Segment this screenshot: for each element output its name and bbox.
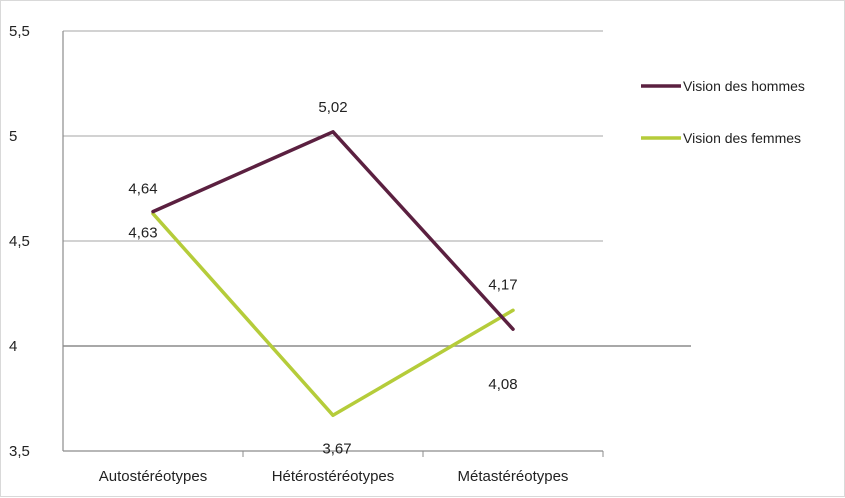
series-line-hommes [151,130,515,331]
axes [62,31,604,457]
legend: Vision des hommes Vision des femmes [641,78,805,146]
y-tick-label: 5,5 [9,23,30,40]
legend-label: Vision des hommes [683,78,805,94]
data-label: 4,64 [128,181,157,198]
x-tick-label: Métastéréotypes [458,468,569,485]
legend-label: Vision des femmes [683,130,801,146]
data-label: 4,17 [488,276,517,293]
y-axis-ticks: 3,5 4 4,5 5 5,5 [9,23,30,460]
y-tick-label: 4,5 [9,233,30,250]
data-label: 4,08 [488,376,517,393]
series-line-femmes [151,211,515,418]
y-tick-label: 4 [9,338,17,355]
x-tick-label: Hétérostéréotypes [272,468,395,485]
y-tick-label: 3,5 [9,443,30,460]
series-lines [151,130,515,418]
x-tick-label: Autostéréotypes [99,468,207,485]
y-tick-label: 5 [9,128,17,145]
gridlines [63,30,691,347]
data-label: 3,67 [322,440,351,457]
data-label: 4,63 [128,225,157,242]
data-labels: 4,64 5,02 4,08 4,63 3,67 4,17 [128,99,517,457]
data-label: 5,02 [318,99,347,116]
x-axis-ticks: Autostéréotypes Hétérostéréotypes Métastér… [99,468,569,485]
